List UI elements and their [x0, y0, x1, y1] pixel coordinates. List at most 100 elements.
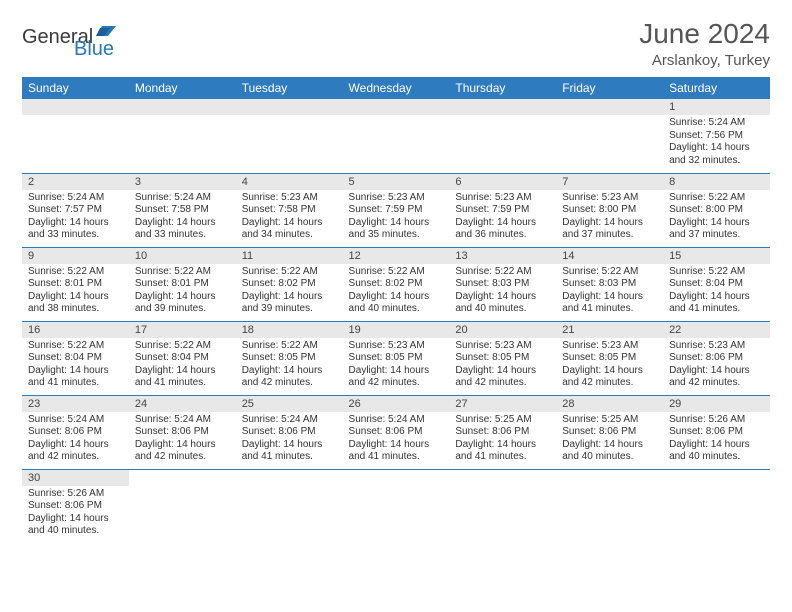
day-header: Monday [129, 77, 236, 99]
empty-cell [556, 469, 663, 543]
day-cell: 12 Sunrise: 5:22 AMSunset: 8:02 PMDayligh… [343, 247, 450, 321]
sunset-line: Sunset: 7:58 PM [242, 204, 337, 217]
logo: GeneralBlue [22, 22, 117, 58]
daylight-line: Daylight: 14 hours and 37 minutes. [669, 217, 764, 242]
daylight-line: Daylight: 14 hours and 33 minutes. [28, 217, 123, 242]
day-header: Wednesday [343, 77, 450, 99]
page-header: GeneralBlue June 2024 Arslankoy, Turkey [22, 18, 770, 69]
daylight-line: Daylight: 14 hours and 41 minutes. [455, 439, 550, 464]
sunset-line: Sunset: 8:06 PM [242, 426, 337, 439]
sunrise-line: Sunrise: 5:23 AM [242, 192, 337, 205]
sunset-line: Sunset: 8:05 PM [242, 352, 337, 365]
week-row: 16Sunrise: 5:22 AMSunset: 8:04 PMDayligh… [22, 321, 770, 395]
day-number: 4 [236, 174, 343, 190]
sunset-line: Sunset: 8:00 PM [562, 204, 657, 217]
sunrise-line: Sunrise: 5:23 AM [349, 192, 444, 205]
day-details: Sunrise: 5:22 AMSunset: 8:01 PMDaylight:… [129, 264, 236, 320]
sunset-line: Sunset: 7:56 PM [669, 130, 764, 143]
day-details: Sunrise: 5:22 AMSunset: 8:04 PMDaylight:… [129, 338, 236, 394]
day-cell: 10Sunrise: 5:22 AMSunset: 8:01 PMDayligh… [129, 247, 236, 321]
week-row: 1Sunrise: 5:24 AMSunset: 7:56 PMDaylight… [22, 99, 770, 173]
daylight-line: Daylight: 14 hours and 42 minutes. [669, 365, 764, 390]
sunset-line: Sunset: 8:06 PM [455, 426, 550, 439]
day-details: Sunrise: 5:23 AMSunset: 7:58 PMDaylight:… [236, 190, 343, 246]
day-details: Sunrise: 5:22 AMSunset: 8:03 PMDaylight:… [449, 264, 556, 320]
day-details: Sunrise: 5:24 AMSunset: 7:56 PMDaylight:… [663, 115, 770, 171]
sunset-line: Sunset: 8:06 PM [669, 426, 764, 439]
sunset-line: Sunset: 8:06 PM [28, 500, 123, 513]
day-details: Sunrise: 5:23 AMSunset: 8:00 PMDaylight:… [556, 190, 663, 246]
day-number: 9 [22, 248, 129, 264]
daylight-line: Daylight: 14 hours and 41 minutes. [242, 439, 337, 464]
sunset-line: Sunset: 8:02 PM [242, 278, 337, 291]
day-number: 8 [663, 174, 770, 190]
daylight-line: Daylight: 14 hours and 42 minutes. [349, 365, 444, 390]
sunset-line: Sunset: 8:06 PM [669, 352, 764, 365]
empty-cell [449, 469, 556, 543]
sunrise-line: Sunrise: 5:22 AM [349, 266, 444, 279]
day-details: Sunrise: 5:22 AMSunset: 8:05 PMDaylight:… [236, 338, 343, 394]
sunrise-line: Sunrise: 5:22 AM [28, 266, 123, 279]
empty-cell [343, 469, 450, 543]
day-header: Friday [556, 77, 663, 99]
day-number: 27 [449, 396, 556, 412]
day-number: 15 [663, 248, 770, 264]
calendar-table: SundayMondayTuesdayWednesdayThursdayFrid… [22, 77, 770, 543]
day-number: 11 [236, 248, 343, 264]
empty-cell [22, 99, 129, 173]
day-number: 12 [343, 248, 450, 264]
day-number: 18 [236, 322, 343, 338]
day-number: 29 [663, 396, 770, 412]
daylight-line: Daylight: 14 hours and 38 minutes. [28, 291, 123, 316]
day-number: 13 [449, 248, 556, 264]
day-number: 30 [22, 470, 129, 486]
sunrise-line: Sunrise: 5:24 AM [349, 414, 444, 427]
sunrise-line: Sunrise: 5:23 AM [562, 192, 657, 205]
day-cell: 3Sunrise: 5:24 AMSunset: 7:58 PMDaylight… [129, 173, 236, 247]
day-details: Sunrise: 5:24 AMSunset: 8:06 PMDaylight:… [236, 412, 343, 468]
sunset-line: Sunset: 8:05 PM [562, 352, 657, 365]
sunrise-line: Sunrise: 5:22 AM [28, 340, 123, 353]
empty-cell [343, 99, 450, 173]
sunset-line: Sunset: 8:04 PM [135, 352, 230, 365]
day-cell: 17Sunrise: 5:22 AMSunset: 8:04 PMDayligh… [129, 321, 236, 395]
daylight-line: Daylight: 14 hours and 41 minutes. [562, 291, 657, 316]
daylight-line: Daylight: 14 hours and 42 minutes. [455, 365, 550, 390]
sunset-line: Sunset: 7:59 PM [349, 204, 444, 217]
day-cell: 26Sunrise: 5:24 AMSunset: 8:06 PMDayligh… [343, 395, 450, 469]
day-details: Sunrise: 5:25 AMSunset: 8:06 PMDaylight:… [449, 412, 556, 468]
daylight-line: Daylight: 14 hours and 32 minutes. [669, 142, 764, 167]
month-title: June 2024 [639, 18, 770, 50]
daylight-line: Daylight: 14 hours and 42 minutes. [135, 439, 230, 464]
daylight-line: Daylight: 14 hours and 40 minutes. [562, 439, 657, 464]
day-details: Sunrise: 5:22 AMSunset: 8:02 PMDaylight:… [236, 264, 343, 320]
day-number: 25 [236, 396, 343, 412]
sunrise-line: Sunrise: 5:23 AM [455, 340, 550, 353]
day-cell: 23Sunrise: 5:24 AMSunset: 8:06 PMDayligh… [22, 395, 129, 469]
day-number: 23 [22, 396, 129, 412]
day-header-row: SundayMondayTuesdayWednesdayThursdayFrid… [22, 77, 770, 99]
sunset-line: Sunset: 8:02 PM [349, 278, 444, 291]
day-cell: 2Sunrise: 5:24 AMSunset: 7:57 PMDaylight… [22, 173, 129, 247]
daylight-line: Daylight: 14 hours and 40 minutes. [28, 513, 123, 538]
daylight-line: Daylight: 14 hours and 41 minutes. [669, 291, 764, 316]
day-number: 26 [343, 396, 450, 412]
sunset-line: Sunset: 8:04 PM [669, 278, 764, 291]
sunset-line: Sunset: 8:04 PM [28, 352, 123, 365]
day-cell: 7Sunrise: 5:23 AMSunset: 8:00 PMDaylight… [556, 173, 663, 247]
sunset-line: Sunset: 7:59 PM [455, 204, 550, 217]
day-number: 14 [556, 248, 663, 264]
day-details: Sunrise: 5:23 AMSunset: 7:59 PMDaylight:… [449, 190, 556, 246]
daylight-line: Daylight: 14 hours and 40 minutes. [349, 291, 444, 316]
day-number: 7 [556, 174, 663, 190]
day-details: Sunrise: 5:22 AMSunset: 8:04 PMDaylight:… [663, 264, 770, 320]
empty-cell [129, 469, 236, 543]
day-details: Sunrise: 5:24 AMSunset: 8:06 PMDaylight:… [129, 412, 236, 468]
day-details: Sunrise: 5:24 AMSunset: 8:06 PMDaylight:… [343, 412, 450, 468]
sunrise-line: Sunrise: 5:22 AM [242, 340, 337, 353]
day-header: Sunday [22, 77, 129, 99]
daylight-line: Daylight: 14 hours and 33 minutes. [135, 217, 230, 242]
sunset-line: Sunset: 8:05 PM [349, 352, 444, 365]
sunrise-line: Sunrise: 5:26 AM [28, 488, 123, 501]
day-details: Sunrise: 5:22 AMSunset: 8:00 PMDaylight:… [663, 190, 770, 246]
